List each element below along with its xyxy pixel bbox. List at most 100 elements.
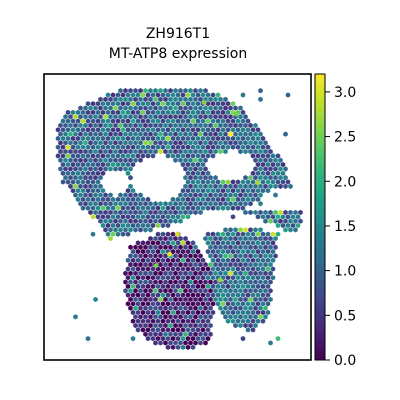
spot [190, 301, 196, 307]
spot [203, 88, 208, 94]
spot [258, 192, 263, 198]
spot [165, 327, 171, 333]
spot [125, 109, 131, 115]
spot [155, 92, 161, 98]
spot [165, 266, 171, 272]
spot [200, 283, 206, 289]
spot [240, 135, 246, 142]
spot [90, 101, 96, 107]
spot [103, 131, 108, 137]
spot [253, 140, 258, 146]
spot [238, 183, 243, 189]
spot [198, 148, 203, 155]
spot [218, 235, 223, 242]
spot [140, 240, 146, 246]
spot [213, 244, 218, 250]
spot [283, 218, 288, 224]
spot [233, 314, 238, 320]
spot [100, 153, 106, 159]
spot [165, 144, 171, 150]
spot [133, 114, 138, 120]
spot [113, 157, 118, 163]
spot [173, 131, 178, 137]
spot [260, 144, 266, 150]
spot [123, 157, 128, 163]
spot [193, 175, 198, 181]
spot [188, 122, 193, 129]
spot [163, 122, 168, 129]
spot [115, 196, 121, 202]
spot [138, 279, 143, 285]
spot [205, 92, 211, 98]
colorbar-tick-label: 2.0 [334, 174, 356, 190]
spot [160, 249, 166, 255]
spot [215, 135, 221, 142]
spot [230, 266, 236, 272]
spot [130, 153, 136, 159]
spot [98, 122, 103, 129]
spot [248, 183, 253, 189]
spot [203, 305, 208, 311]
spot [278, 183, 283, 189]
spot [75, 188, 81, 194]
spot [133, 88, 138, 94]
spot [230, 309, 236, 316]
spot [90, 109, 96, 115]
spot [140, 109, 146, 115]
spot [155, 292, 161, 298]
spot [268, 235, 273, 242]
spot [63, 166, 68, 172]
spot [168, 140, 173, 146]
spot [240, 231, 246, 237]
spot [68, 122, 73, 129]
spot [163, 314, 168, 320]
spot [113, 114, 118, 120]
spot [135, 257, 141, 263]
spot [263, 218, 268, 224]
spot [110, 92, 116, 98]
spot [150, 257, 156, 263]
spot [208, 114, 213, 120]
spot [158, 235, 163, 242]
spot [250, 318, 256, 324]
spot [243, 270, 248, 276]
spot [145, 275, 151, 281]
spot [198, 122, 203, 129]
spot [108, 209, 113, 216]
spot [168, 209, 173, 216]
spot [258, 166, 263, 172]
spot [213, 201, 218, 207]
spot [178, 270, 183, 276]
spot [180, 309, 186, 316]
spot [73, 122, 78, 129]
spot [263, 183, 268, 189]
spot [228, 114, 233, 120]
spot [225, 144, 231, 150]
spot [255, 283, 261, 289]
spot [138, 296, 143, 303]
spot-highlight [201, 100, 207, 106]
spot [200, 266, 206, 272]
spot [258, 157, 263, 163]
spot [135, 318, 141, 324]
spot [118, 227, 123, 233]
spot [125, 92, 131, 98]
spot [158, 88, 163, 94]
spot [118, 192, 123, 198]
spot [190, 179, 196, 185]
spot [168, 288, 173, 294]
spot [170, 336, 176, 342]
spot [168, 114, 173, 120]
spot [78, 114, 83, 120]
spot [250, 309, 256, 316]
spot [145, 222, 151, 229]
spot [125, 196, 131, 202]
spot [145, 283, 151, 289]
spot [268, 209, 273, 216]
spot [173, 218, 178, 224]
spot [200, 205, 206, 211]
spot [250, 153, 256, 159]
spot [193, 157, 198, 163]
chart-title: ZH916T1 [146, 26, 210, 42]
spot [123, 88, 128, 94]
